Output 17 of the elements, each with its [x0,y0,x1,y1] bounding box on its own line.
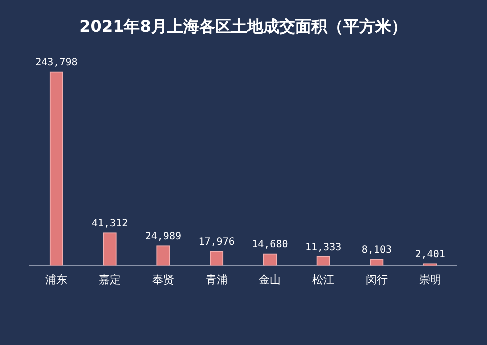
data-label: 8,103 [362,244,392,256]
x-tick-label: 浦东 [46,273,68,286]
x-tick-label: 嘉定 [99,273,122,286]
data-label: 14,680 [252,240,288,251]
data-label: 2,401 [415,249,446,260]
x-tick-label: 青浦 [206,273,228,286]
x-tick-label: 金山 [259,273,282,286]
data-label: 24,989 [145,232,182,243]
data-label: 243,798 [36,58,78,69]
data-label: 17,976 [198,237,235,248]
data-label: 11,333 [306,242,342,254]
x-tick-label: 松江 [312,273,335,286]
x-tick-label: 奉贤 [152,273,174,286]
x-tick-label: 崇明 [419,273,442,286]
chart-title: 2021年8月上海各区土地成交面积（平方米） [80,16,408,36]
x-tick-label: 闵行 [366,273,388,286]
data-label: 41,312 [92,218,128,230]
